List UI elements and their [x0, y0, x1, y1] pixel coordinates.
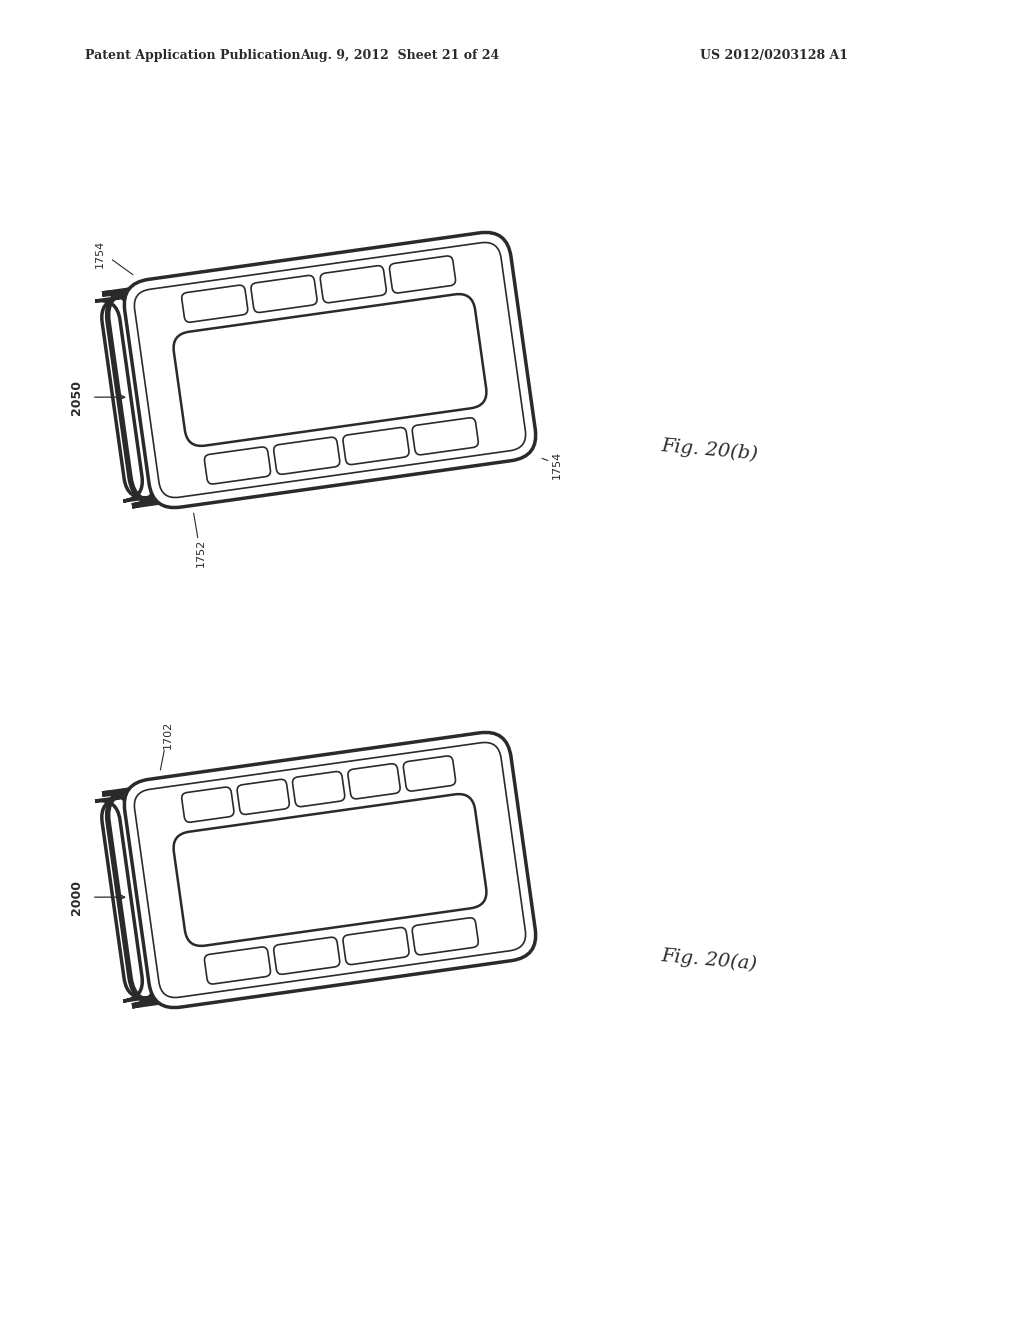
FancyBboxPatch shape [413, 418, 478, 455]
FancyBboxPatch shape [174, 795, 486, 946]
FancyBboxPatch shape [273, 937, 340, 974]
FancyBboxPatch shape [343, 428, 409, 465]
FancyBboxPatch shape [251, 276, 317, 313]
Text: 1754: 1754 [95, 240, 105, 268]
FancyBboxPatch shape [124, 733, 536, 1007]
FancyBboxPatch shape [348, 764, 400, 799]
FancyBboxPatch shape [293, 772, 345, 807]
FancyBboxPatch shape [205, 447, 270, 484]
Text: 1702: 1702 [163, 721, 173, 748]
Text: 2000: 2000 [71, 879, 83, 915]
FancyBboxPatch shape [238, 779, 290, 814]
Text: Aug. 9, 2012  Sheet 21 of 24: Aug. 9, 2012 Sheet 21 of 24 [300, 49, 500, 62]
FancyBboxPatch shape [181, 285, 248, 322]
Text: 2050: 2050 [71, 380, 83, 414]
FancyBboxPatch shape [273, 437, 340, 474]
FancyBboxPatch shape [403, 756, 456, 791]
Text: 1752: 1752 [197, 539, 206, 566]
FancyBboxPatch shape [174, 294, 486, 446]
FancyBboxPatch shape [181, 787, 233, 822]
FancyBboxPatch shape [413, 917, 478, 954]
FancyBboxPatch shape [343, 928, 409, 965]
FancyBboxPatch shape [124, 232, 536, 508]
Text: Patent Application Publication: Patent Application Publication [85, 49, 300, 62]
Text: Fig. 20(a): Fig. 20(a) [660, 946, 758, 973]
FancyBboxPatch shape [389, 256, 456, 293]
Text: 1754: 1754 [552, 450, 561, 479]
Text: US 2012/0203128 A1: US 2012/0203128 A1 [700, 49, 848, 62]
FancyBboxPatch shape [321, 265, 386, 302]
FancyBboxPatch shape [205, 946, 270, 983]
Text: Fig. 20(b): Fig. 20(b) [660, 437, 759, 463]
